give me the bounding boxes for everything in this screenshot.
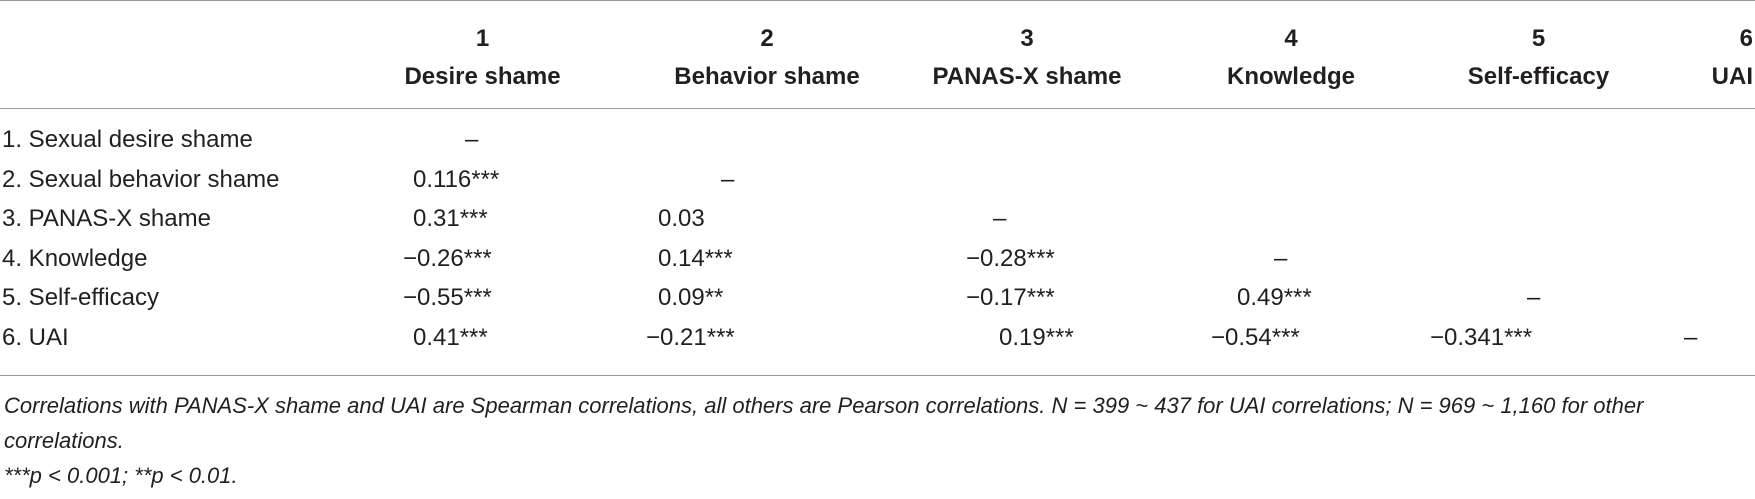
table-cell <box>1141 108 1401 160</box>
column-number: 2 <box>760 25 774 52</box>
table-cell: 0.03 <box>658 205 705 232</box>
table-row: 1. Sexual desire shame – <box>0 108 1755 160</box>
header-row: 1 Desire shame 2 Behavior shame 3 PANAS-… <box>0 0 1755 108</box>
table-cell <box>1141 199 1401 239</box>
table-cell: – <box>465 126 479 153</box>
table-row: 5. Self-efficacy −0.55*** 0.09** −0.17**… <box>0 278 1755 318</box>
column-header-1: 1 Desire shame <box>330 0 615 108</box>
table-cell: 0.49*** <box>1237 284 1312 311</box>
table-cell <box>1636 199 1755 239</box>
table-cell: −0.21*** <box>646 323 735 351</box>
column-header-2: 2 Behavior shame <box>615 0 873 108</box>
table-cell: 0.09** <box>658 284 724 311</box>
table-cell <box>1636 239 1755 279</box>
table-cell: −0.55*** <box>403 284 492 311</box>
column-label: PANAS-X shame <box>932 63 1122 90</box>
column-label: Desire shame <box>404 63 561 90</box>
column-number: 4 <box>1284 25 1298 52</box>
table-cell <box>873 108 1141 160</box>
table-cell: 0.14*** <box>658 244 733 272</box>
row-label: 3. PANAS-X shame <box>2 205 211 232</box>
table-top-rule <box>0 0 1755 1</box>
table-cell: – <box>1684 323 1698 351</box>
row-label-header <box>0 0 330 108</box>
table-bottom-rule <box>0 375 1755 376</box>
column-header-3: 3 PANAS-X shame <box>873 0 1141 108</box>
table-cell <box>1401 199 1636 239</box>
table-row: 3. PANAS-X shame 0.31*** 0.03 – <box>0 199 1755 239</box>
column-number: 6 <box>1739 25 1753 52</box>
table-cell <box>1401 239 1636 279</box>
table-cell <box>1141 160 1401 200</box>
table-cell <box>1636 278 1755 318</box>
table-cell <box>873 160 1141 200</box>
table-row: 2. Sexual behavior shame 0.116*** – <box>0 160 1755 200</box>
column-label: Behavior shame <box>674 63 860 90</box>
table-cell <box>615 108 873 160</box>
footnote-significance: ***p < 0.001; **p < 0.01. <box>4 463 238 488</box>
table-cell: 0.31*** <box>413 205 488 232</box>
column-header-4: 4 Knowledge <box>1141 0 1401 108</box>
table-cell <box>1401 160 1636 200</box>
column-number: 1 <box>475 25 490 52</box>
correlation-table: 1 Desire shame 2 Behavior shame 3 PANAS-… <box>0 0 1755 358</box>
row-label: 4. Knowledge <box>2 244 148 272</box>
row-label: 5. Self-efficacy <box>2 284 159 311</box>
row-label: 6. UAI <box>2 323 69 351</box>
column-label: Self-efficacy <box>1467 63 1610 90</box>
table-cell: −0.54*** <box>1211 323 1300 351</box>
table-cell: – <box>1527 284 1541 311</box>
table-cell: −0.28*** <box>966 244 1055 272</box>
table-cell: −0.341*** <box>1430 323 1533 351</box>
table-cell: – <box>721 165 735 193</box>
row-label: 1. Sexual desire shame <box>2 126 253 153</box>
footnote-correlations: Correlations with PANAS-X shame and UAI … <box>4 393 1644 453</box>
column-label: UAI <box>1711 63 1753 90</box>
table-row: 6. UAI 0.41*** −0.21*** 0.19*** −0.54***… <box>0 318 1755 358</box>
table-cell: −0.17*** <box>966 284 1055 311</box>
row-label: 2. Sexual behavior shame <box>2 165 280 193</box>
table-cell <box>1636 160 1755 200</box>
column-label: Knowledge <box>1226 63 1355 90</box>
column-header-6: 6 UAI <box>1636 0 1755 108</box>
column-header-5: 5 Self-efficacy <box>1401 0 1636 108</box>
table-header-rule <box>0 108 1755 109</box>
column-number: 5 <box>1531 25 1546 52</box>
table-cell <box>1636 108 1755 160</box>
table-cell: 0.41*** <box>413 323 488 351</box>
table-cell: 0.116*** <box>413 165 500 193</box>
column-number: 3 <box>1020 25 1034 52</box>
table-cell: −0.26*** <box>403 244 492 272</box>
table-row: 4. Knowledge −0.26*** 0.14*** −0.28*** – <box>0 239 1755 279</box>
table-cell: – <box>993 205 1007 232</box>
table-cell <box>1401 108 1636 160</box>
table-cell: – <box>1274 244 1288 272</box>
table-cell: 0.19*** <box>999 323 1074 351</box>
table-footnotes: Correlations with PANAS-X shame and UAI … <box>4 388 1749 493</box>
